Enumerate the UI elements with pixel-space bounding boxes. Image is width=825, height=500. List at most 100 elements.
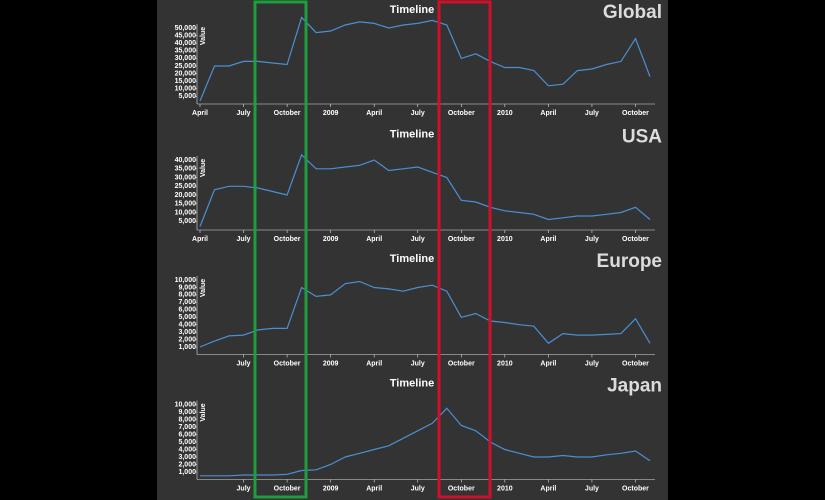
y-tick-label: 10,000 [175,277,197,284]
y-tick-label: 30,000 [175,55,197,62]
y-tick-label: 7,000 [178,424,196,431]
region-label: Global [603,2,662,23]
chart-title: Timeline [390,253,434,265]
y-tick-label: 35,000 [175,166,197,173]
x-tick-label: July [237,360,251,367]
y-tick-label: 5,000 [178,218,196,225]
chart-title: Timeline [390,377,434,389]
y-tick-label: 20,000 [175,192,197,199]
x-tick-label: April [366,360,382,367]
y-tick-label: 10,000 [175,401,197,408]
y-tick-label: 6,000 [178,431,196,438]
y-tick-label: 20,000 [175,70,197,77]
y-axis-label: Value [200,159,207,177]
x-tick-label: October [274,360,301,367]
x-tick-label: 2010 [497,236,513,243]
x-tick-label: October [622,360,649,367]
y-tick-label: 40,000 [175,157,197,164]
x-tick-label: October [448,236,475,243]
y-tick-label: 40,000 [175,40,197,47]
y-tick-label: 15,000 [175,201,197,208]
y-tick-label: 10,000 [175,209,197,216]
x-tick-label: April [366,236,382,243]
x-tick-label: 2010 [497,110,513,117]
chart-panel: Timeline Global Value 5,00010,00015,00020,0… [175,2,662,117]
y-tick-label: 2,000 [178,461,196,468]
x-tick-label: 2010 [497,485,513,492]
green-highlight [253,0,308,499]
data-line [199,280,651,348]
y-tick-label: 4,000 [178,446,196,453]
y-tick-label: 15,000 [175,78,197,85]
x-tick-label: 2010 [497,360,513,367]
x-tick-label: July [585,236,599,243]
y-tick-label: 3,000 [178,454,196,461]
y-axis-label: Value [200,403,207,421]
x-tick-label: October [622,110,649,117]
x-tick-label: July [411,360,425,367]
y-tick-label: 5,000 [178,93,196,100]
y-tick-label: 35,000 [175,48,197,55]
data-line [199,153,651,227]
x-tick-label: October [622,485,649,492]
x-tick-label: July [237,485,251,492]
x-tick-label: July [585,110,599,117]
chart-panel: Timeline Japan Value 1,0002,0003,0004,0005,… [175,376,662,493]
x-tick-label: April [366,110,382,117]
y-tick-label: 25,000 [175,183,197,190]
x-tick-label: 2009 [323,110,339,117]
x-tick-label: July [411,110,425,117]
y-tick-label: 5,000 [178,314,196,321]
x-tick-label: July [585,485,599,492]
x-tick-label: July [237,110,251,117]
x-tick-label: April [366,485,382,492]
x-tick-label: July [237,236,251,243]
y-tick-label: 6,000 [178,307,196,314]
region-label: USA [622,127,662,148]
y-tick-label: 5,000 [178,439,196,446]
x-tick-label: 2009 [323,236,339,243]
x-tick-label: April [192,236,208,243]
x-tick-label: October [622,236,649,243]
y-tick-label: 3,000 [178,329,196,336]
x-tick-label: October [448,485,475,492]
x-tick-label: July [411,485,425,492]
x-tick-label: July [585,360,599,367]
chart-title: Timeline [390,128,434,140]
y-tick-label: 4,000 [178,322,196,329]
y-tick-label: 8,000 [178,416,196,423]
x-tick-label: April [192,110,208,117]
y-tick-label: 2,000 [178,336,196,343]
y-tick-label: 30,000 [175,174,197,181]
y-tick-label: 9,000 [178,284,196,291]
panel-background [157,0,668,500]
y-tick-label: 45,000 [175,32,197,39]
y-tick-label: 7,000 [178,299,196,306]
data-line [200,407,651,477]
y-tick-label: 8,000 [178,292,196,299]
region-label: Europe [597,251,662,272]
x-tick-label: 2009 [323,360,339,367]
y-tick-label: 1,000 [178,344,196,351]
y-axis-label: Value [200,27,207,45]
red-highlight [437,0,492,499]
y-tick-label: 50,000 [175,25,197,32]
x-tick-label: April [540,485,556,492]
x-tick-label: October [274,110,301,117]
x-tick-label: July [411,236,425,243]
x-tick-label: October [274,485,301,492]
y-tick-label: 9,000 [178,409,196,416]
x-tick-label: October [448,360,475,367]
x-tick-label: April [540,236,556,243]
chart-panel: Timeline Europe Value 1,0002,0003,0004,0005… [175,251,662,367]
y-axis-label: Value [200,279,207,297]
data-line [199,16,651,102]
charts: Timeline GlobalValue5,00010,00015,00020,0… [175,2,663,492]
x-tick-label: April [540,110,556,117]
x-tick-label: October [448,110,475,117]
y-tick-label: 1,000 [178,469,196,476]
x-tick-label: October [274,236,301,243]
